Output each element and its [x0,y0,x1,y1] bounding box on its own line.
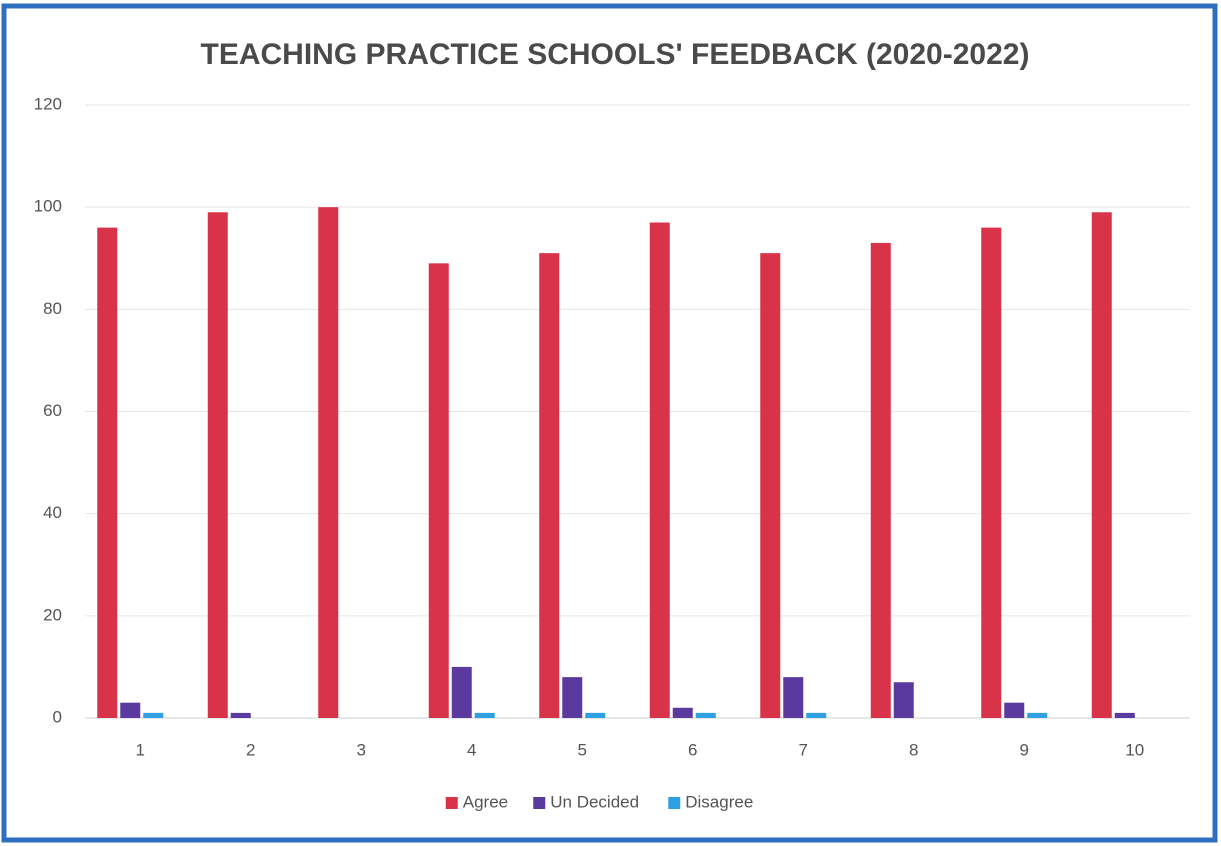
x-tick-label: 4 [467,740,476,759]
x-tick-label: 2 [246,740,255,759]
legend-label: Un Decided [550,792,639,811]
y-tick-label: 0 [53,707,62,726]
x-tick-label: 10 [1125,740,1144,759]
y-tick-label: 120 [34,94,62,113]
bar [230,712,251,718]
bar [783,677,804,718]
y-tick-label: 20 [43,605,62,624]
y-tick-label: 100 [34,197,62,216]
bar [806,712,827,718]
x-tick-label: 5 [578,740,587,759]
x-tick-label: 1 [136,740,145,759]
y-tick-label: 40 [43,503,62,522]
bar [428,263,449,718]
x-tick-label: 8 [909,740,918,759]
bar [97,227,118,718]
bar [1027,712,1048,718]
bar [870,242,891,719]
legend-label: Agree [463,792,508,811]
bar [649,222,670,718]
y-tick-label: 60 [43,401,62,420]
bar [120,702,141,718]
bar [1114,712,1135,718]
x-tick-label: 7 [799,740,808,759]
bar [893,682,914,718]
bar [562,677,583,718]
chart-title: TEACHING PRACTICE SCHOOLS' FEEDBACK (202… [201,38,1030,71]
bar [1004,702,1025,718]
chart-frame [1,3,1218,843]
legend-label: Disagree [685,792,753,811]
bar [474,712,495,718]
bar [672,707,693,718]
bar [695,712,716,718]
x-tick-label: 9 [1020,740,1029,759]
bar [451,666,472,718]
x-tick-label: 3 [357,740,366,759]
bar [207,212,228,718]
bar [585,712,606,718]
bar [981,227,1002,718]
x-tick-label: 6 [688,740,697,759]
y-tick-label: 80 [43,299,62,318]
bar [1091,212,1112,718]
bar [539,253,560,718]
legend-swatch [533,797,546,809]
bar [318,207,339,718]
bar [760,253,781,718]
legend-swatch [445,797,458,809]
bar [143,712,164,718]
legend-swatch [668,797,681,809]
